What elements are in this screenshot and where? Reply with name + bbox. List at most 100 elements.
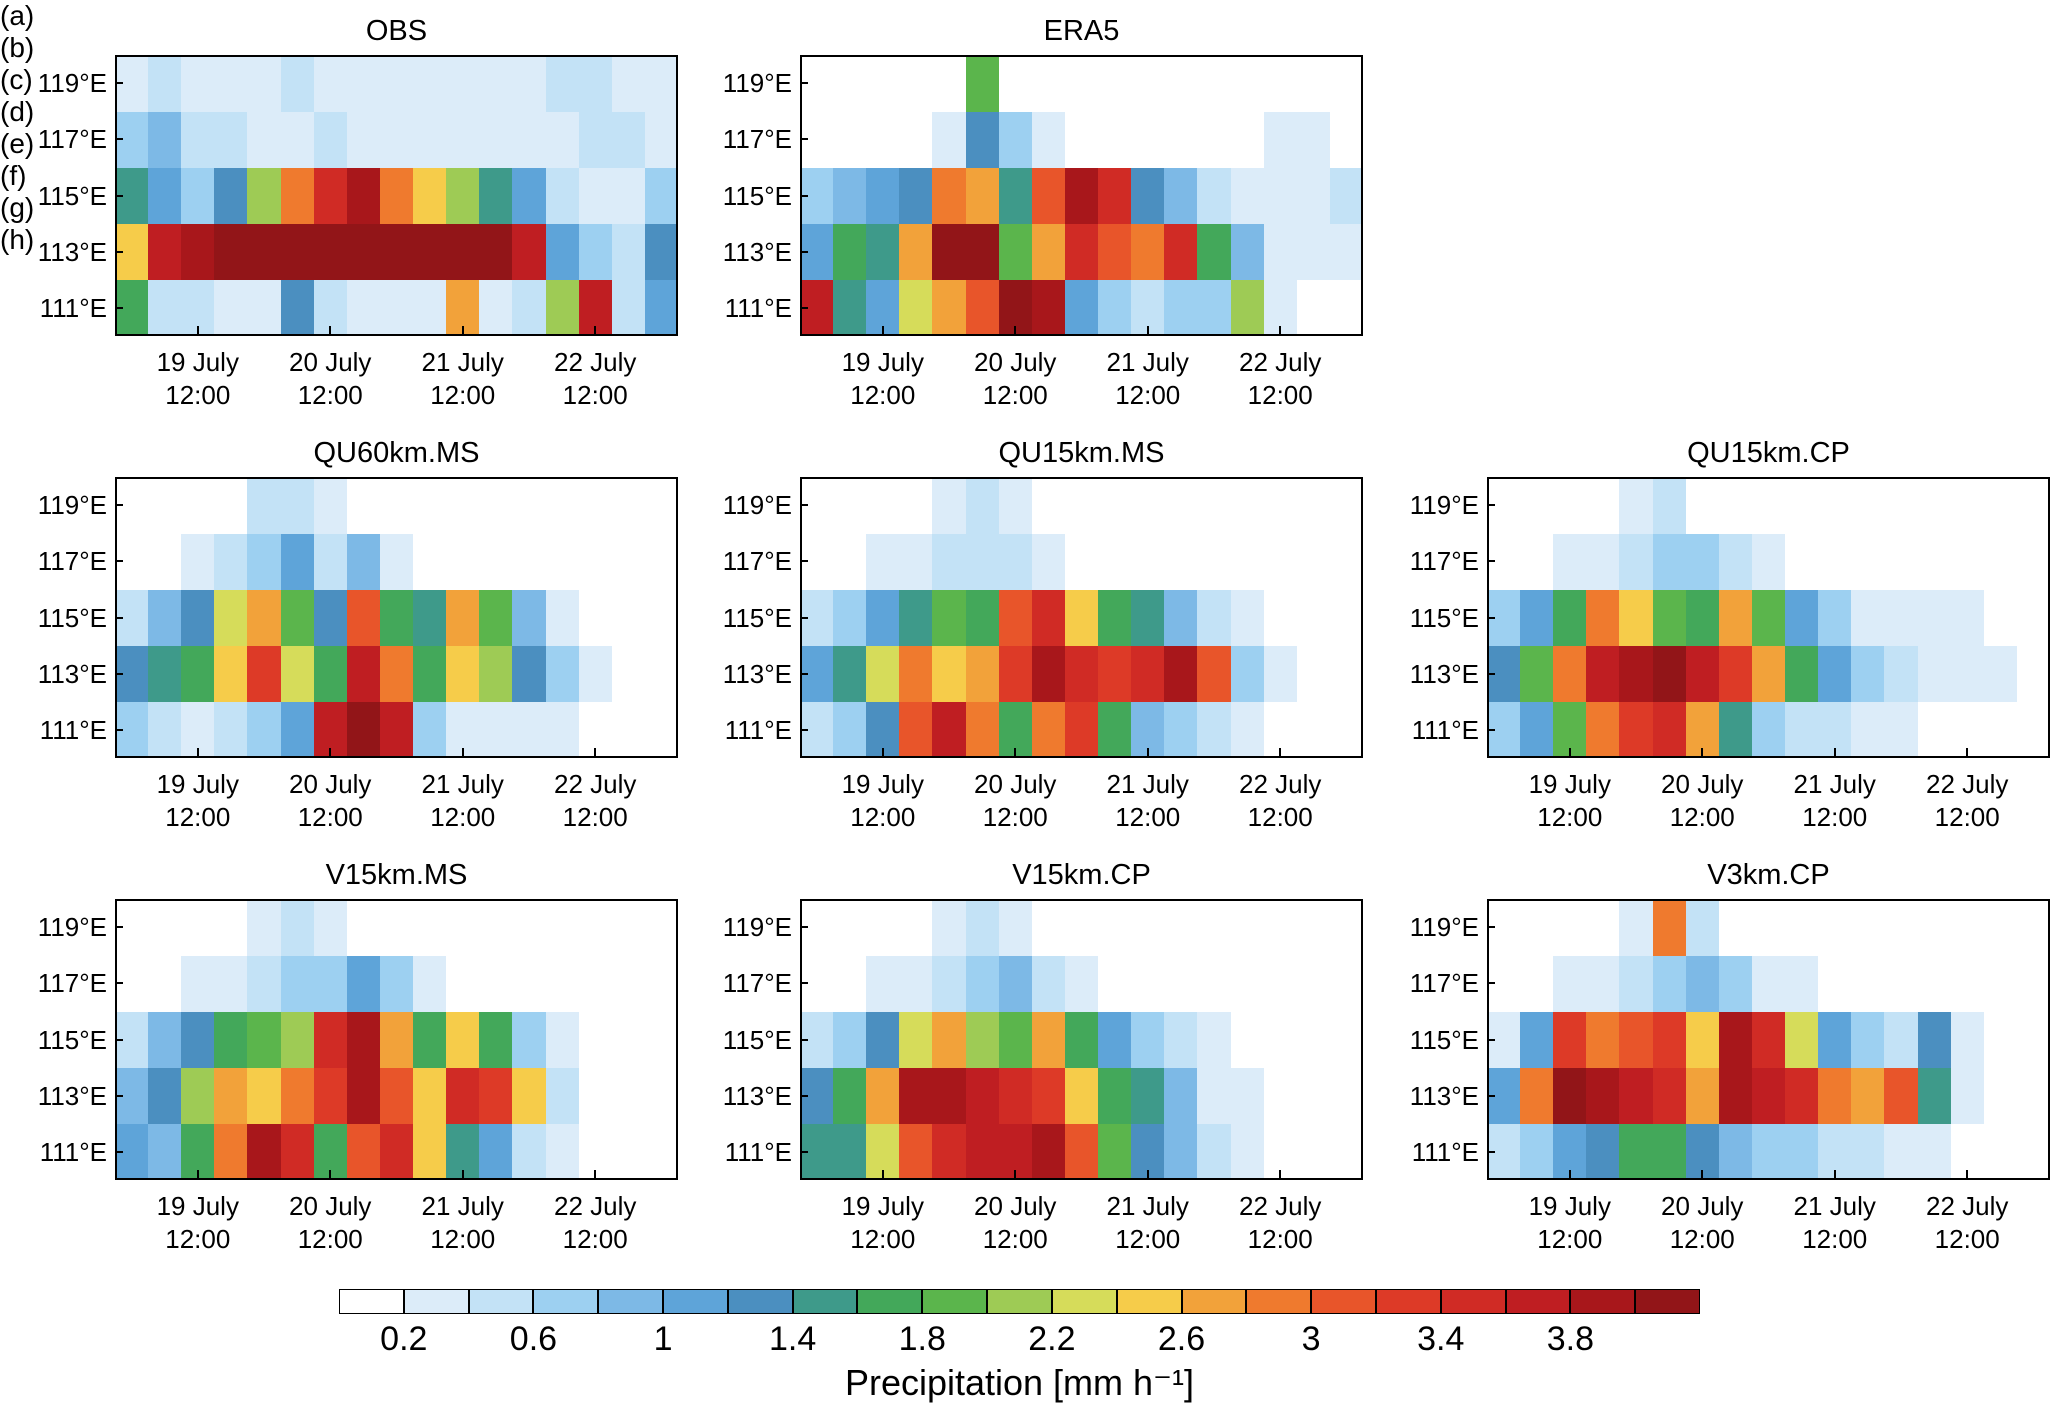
heat-cell (2016, 701, 2050, 758)
heat-cell (1751, 899, 1786, 956)
heat-cell (446, 899, 480, 956)
y-tick (115, 728, 123, 731)
heat-cell (866, 477, 900, 534)
heat-cell (214, 1011, 249, 1069)
heat-cell (346, 1067, 381, 1125)
heat-cell (965, 1011, 1000, 1069)
y-tick (115, 1094, 123, 1097)
heat-cell (1884, 1123, 1919, 1180)
heat-cell (247, 645, 282, 703)
heat-cell (644, 533, 678, 590)
heat-cell (1851, 1123, 1885, 1180)
colorbar-box (792, 1289, 858, 1314)
heat-cell (1851, 645, 1885, 703)
heat-cell (148, 55, 182, 112)
heat-cell (1197, 701, 1232, 758)
heat-cell (998, 589, 1033, 647)
plot-area (115, 55, 678, 336)
x-tick (1966, 1170, 1969, 1178)
heat-cell (148, 1067, 182, 1125)
y-tick-label: 111°E (724, 714, 792, 745)
heat-cell (1296, 1123, 1331, 1180)
heat-cell (1230, 223, 1265, 281)
heat-cell (346, 477, 381, 534)
heat-cell (1619, 589, 1654, 647)
heat-cell (644, 477, 678, 534)
heat-cell (1329, 645, 1363, 703)
heat-cell (1553, 1011, 1587, 1069)
heat-cell (2016, 1123, 2050, 1180)
y-tick-label: 119°E (37, 912, 107, 943)
heat-cell (1619, 1067, 1654, 1125)
panel-title: ERA5 (1043, 15, 1120, 47)
heat-cell (247, 167, 282, 225)
heat-cell (998, 111, 1033, 168)
x-tick (1146, 1170, 1149, 1178)
heat-cell (899, 645, 934, 703)
heat-cell (1064, 701, 1099, 758)
heat-cell (1329, 1067, 1363, 1125)
heat-cell (446, 645, 480, 703)
x-tick (1833, 1170, 1836, 1178)
heat-cell (1619, 701, 1654, 758)
heat-cell (899, 701, 934, 758)
heat-cell (932, 279, 967, 336)
x-tick-label: 21 July 12:00 (1106, 347, 1189, 410)
heat-cell (1950, 1067, 1985, 1125)
y-tick (115, 194, 123, 197)
heat-cell (1718, 701, 1753, 758)
colorbar-tick-label: 2.2 (1028, 1320, 1076, 1358)
heat-cell (148, 1011, 182, 1069)
heat-cell (1164, 955, 1198, 1012)
heat-cell (1031, 167, 1066, 225)
heat-cell (446, 1011, 480, 1069)
heat-cell (214, 1067, 249, 1125)
x-tick (461, 326, 464, 334)
heat-cell (1917, 701, 1952, 758)
heat-cell (1917, 1067, 1952, 1125)
heat-cell (1619, 645, 1654, 703)
x-tick (1146, 326, 1149, 334)
heat-cell (545, 167, 580, 225)
y-tick-label: 117°E (1409, 968, 1479, 999)
heat-cell (545, 701, 580, 758)
heat-cell (1064, 1011, 1099, 1069)
heat-cell (833, 645, 867, 703)
heat-cell (512, 167, 547, 225)
heat-cell (280, 111, 315, 168)
heat-cell (1950, 899, 1985, 956)
heat-cell (644, 1011, 678, 1069)
heat-cell (932, 701, 967, 758)
heat-cell (1197, 55, 1232, 112)
heat-cell (1296, 55, 1331, 112)
heat-cell (899, 1067, 934, 1125)
panel-title: V15km.CP (1012, 859, 1151, 891)
heat-cell (932, 477, 967, 534)
y-tick (115, 672, 123, 675)
x-tick-label: 20 July 12:00 (289, 347, 372, 410)
y-tick (1487, 616, 1495, 619)
heat-cell (346, 55, 381, 112)
heat-cell (1064, 111, 1099, 168)
heat-cell (1553, 477, 1587, 534)
heat-cell (833, 701, 867, 758)
y-tick (115, 560, 123, 563)
x-tick-label: 20 July 12:00 (974, 769, 1057, 832)
heat-cell (1230, 111, 1265, 168)
heat-cell (1064, 1123, 1099, 1180)
x-tick (1966, 748, 1969, 756)
x-tick-label: 22 July 12:00 (554, 1191, 637, 1254)
heat-cell (998, 55, 1033, 112)
colorbar-tick-label: 0.2 (380, 1320, 428, 1358)
heat-cell (346, 111, 381, 168)
heat-cell (965, 955, 1000, 1012)
heat-cell (1296, 589, 1331, 647)
heat-cell (932, 223, 967, 281)
heat-cell (512, 589, 547, 647)
plot-area (800, 477, 1363, 758)
heat-cell (379, 955, 414, 1012)
heat-cell (1586, 1011, 1621, 1069)
x-tick (1279, 326, 1282, 334)
heat-cell (1230, 1067, 1265, 1125)
y-tick (1487, 504, 1495, 507)
